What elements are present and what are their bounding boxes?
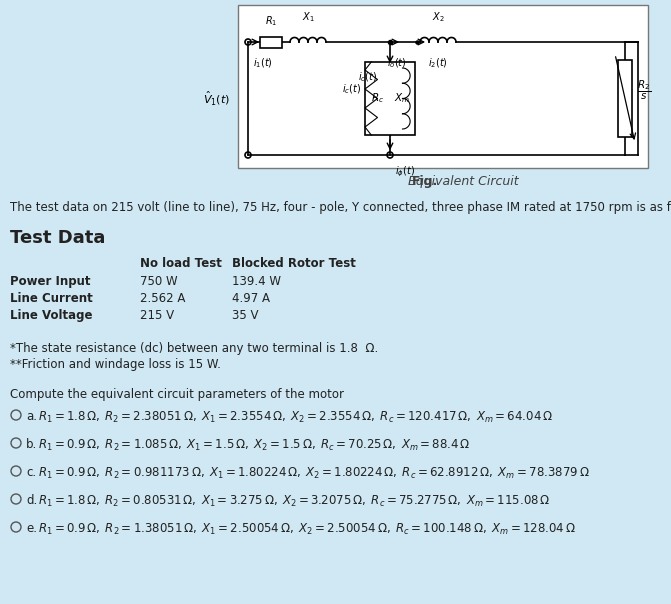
Text: $i_o(t)$: $i_o(t)$	[387, 56, 407, 69]
Text: Compute the equivalent circuit parameters of the motor: Compute the equivalent circuit parameter…	[10, 388, 344, 401]
Text: $X_1$: $X_1$	[302, 10, 314, 24]
Text: $i_c(t)$: $i_c(t)$	[342, 82, 361, 95]
Bar	[260, 36, 282, 48]
Text: 4.97 A: 4.97 A	[232, 292, 270, 305]
Text: $R_c$: $R_c$	[371, 92, 384, 106]
Text: $i_1(t)$: $i_1(t)$	[253, 56, 273, 69]
Text: $R_1 = 1.8\,\Omega,\; R_2 = 0.80531\,\Omega,\; X_1 = 3.275\,\Omega,\; X_2 = 3.20: $R_1 = 1.8\,\Omega,\; R_2 = 0.80531\,\Om…	[38, 494, 551, 509]
Text: No load Test: No load Test	[140, 257, 222, 270]
Text: d.: d.	[26, 494, 38, 507]
Text: $R_1 = 0.9\,\Omega,\; R_2 = 1.38051\,\Omega,\; X_1 = 2.50054\,\Omega,\; X_2 = 2.: $R_1 = 0.9\,\Omega,\; R_2 = 1.38051\,\Om…	[38, 522, 576, 537]
Bar	[365, 62, 415, 135]
Text: 750 W: 750 W	[140, 275, 178, 288]
Text: Line Voltage: Line Voltage	[10, 309, 93, 322]
Text: $R_1 = 0.9\,\Omega,\; R_2 = 1.085\,\Omega,\; X_1 = 1.5\,\Omega,\; X_2 = 1.5\,\Om: $R_1 = 0.9\,\Omega,\; R_2 = 1.085\,\Omeg…	[38, 438, 470, 453]
Text: $i_\phi(t)$: $i_\phi(t)$	[395, 165, 415, 179]
Text: $\hat{V}_1(t)$: $\hat{V}_1(t)$	[203, 89, 230, 108]
Text: Equivalent Circuit: Equivalent Circuit	[404, 176, 518, 188]
Text: The test data on 215 volt (line to line), 75 Hz, four - pole, Y connected, three: The test data on 215 volt (line to line)…	[10, 201, 671, 214]
Text: $R_1$: $R_1$	[265, 14, 277, 28]
Text: Test Data: Test Data	[10, 229, 105, 247]
Text: 35 V: 35 V	[232, 309, 258, 322]
Text: $R_1 = 1.8\,\Omega,\; R_2 = 2.38051\,\Omega,\; X_1 = 2.3554\,\Omega,\; X_2 = 2.3: $R_1 = 1.8\,\Omega,\; R_2 = 2.38051\,\Om…	[38, 410, 553, 425]
Text: b.: b.	[26, 438, 38, 451]
Text: **Friction and windage loss is 15 W.: **Friction and windage loss is 15 W.	[10, 358, 221, 371]
Text: $X_2$: $X_2$	[431, 10, 444, 24]
Text: 139.4 W: 139.4 W	[232, 275, 281, 288]
Text: $R_1 = 0.9\,\Omega,\; R_2 = 0.981173\,\Omega,\; X_1 = 1.80224\,\Omega,\; X_2 = 1: $R_1 = 0.9\,\Omega,\; R_2 = 0.981173\,\O…	[38, 466, 590, 481]
Text: $\dfrac{R_2}{s}$: $\dfrac{R_2}{s}$	[637, 79, 651, 102]
Text: $i_c(t)$: $i_c(t)$	[358, 70, 378, 83]
Text: c.: c.	[26, 466, 36, 479]
Text: Power Input: Power Input	[10, 275, 91, 288]
Text: *The state resistance (dc) between any two terminal is 1.8  Ω.: *The state resistance (dc) between any t…	[10, 342, 378, 355]
Text: $X_m$: $X_m$	[395, 92, 411, 106]
Text: 215 V: 215 V	[140, 309, 174, 322]
Bar	[238, 5, 648, 168]
Text: 2.562 A: 2.562 A	[140, 292, 185, 305]
Text: $i_2(t)$: $i_2(t)$	[428, 56, 448, 69]
Text: e.: e.	[26, 522, 37, 535]
Text: a.: a.	[26, 410, 37, 423]
Text: Line Current: Line Current	[10, 292, 93, 305]
Text: Fig.: Fig.	[412, 176, 438, 188]
Bar	[618, 60, 632, 137]
Text: Blocked Rotor Test: Blocked Rotor Test	[232, 257, 356, 270]
